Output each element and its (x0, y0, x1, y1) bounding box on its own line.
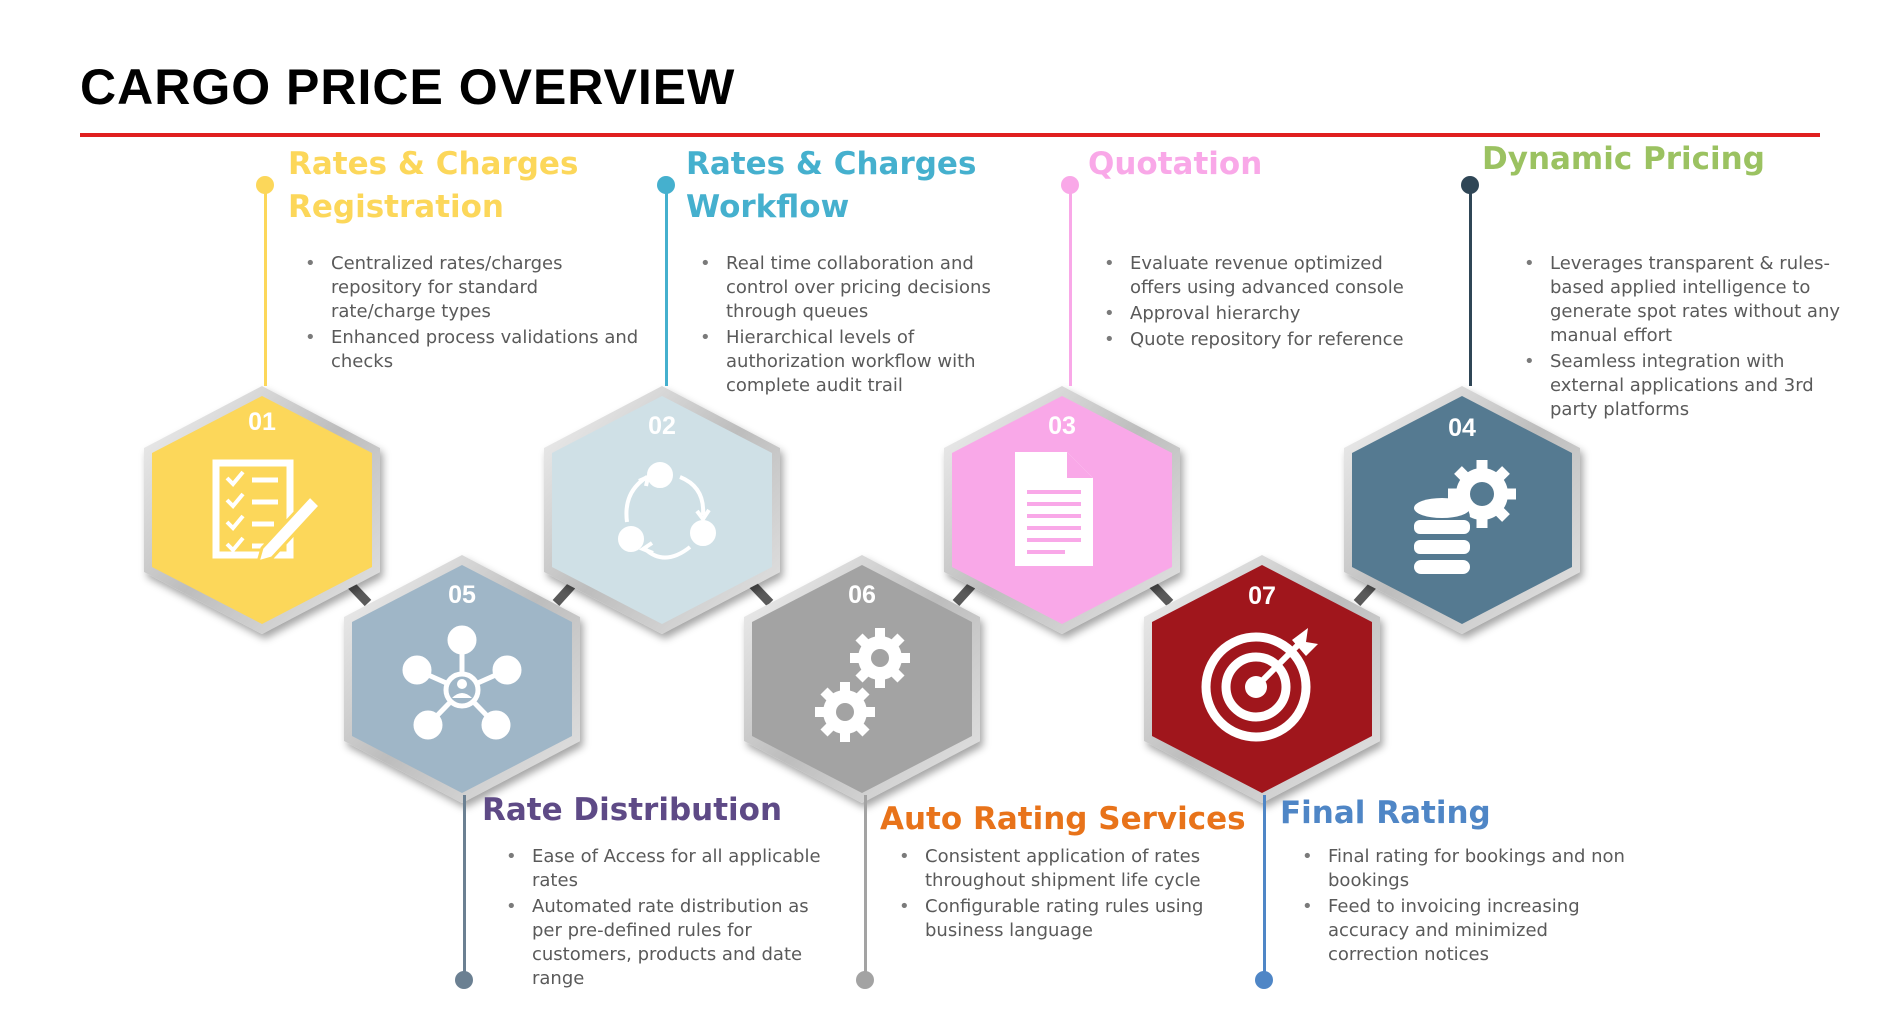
bullet: Enhanced process validations and checks (303, 326, 643, 374)
heading-line: Final Rating (1280, 795, 1491, 831)
step-number-04: 04 (1448, 414, 1476, 442)
stem-02 (665, 186, 668, 386)
bullet: Seamless integration with external appli… (1522, 350, 1852, 422)
bullet: Centralized rates/charges repository for… (303, 252, 643, 324)
network-icon (402, 625, 522, 740)
step-heading-05: Rate Distribution (482, 789, 782, 832)
stem-05 (463, 795, 466, 977)
step-heading-07: Final Rating (1280, 792, 1491, 835)
hex-step-02 (544, 386, 780, 634)
step-number-02: 02 (648, 412, 676, 440)
dot-03 (1061, 176, 1079, 194)
heading-line: Workflow (686, 189, 850, 225)
bullet: Leverages transparent & rules-based appl… (1522, 252, 1852, 348)
dot-07 (1255, 971, 1273, 989)
step-heading-06: Auto Rating Services (880, 798, 1246, 841)
heading-line: Dynamic Pricing (1482, 141, 1765, 177)
target-icon (1201, 628, 1318, 742)
stem-03 (1069, 186, 1072, 386)
gears-icon (815, 628, 910, 742)
step-heading-04: Dynamic Pricing (1482, 138, 1765, 181)
bullet: Consistent application of rates througho… (897, 845, 1227, 893)
step-number-07: 07 (1248, 582, 1276, 610)
stem-07 (1263, 795, 1266, 977)
checklist-icon (212, 459, 323, 565)
step-number-06: 06 (848, 581, 876, 609)
step-bullets-02: Real time collaboration and control over… (698, 252, 1008, 400)
dot-05 (455, 971, 473, 989)
bullet: Ease of Access for all applicable rates (504, 845, 834, 893)
database-gear-icon (1414, 460, 1516, 574)
cycle-icon (618, 462, 716, 560)
heading-line: Auto Rating Services (880, 801, 1246, 837)
page-title: CARGO PRICE OVERVIEW (80, 59, 736, 115)
dot-06 (856, 971, 874, 989)
dot-04 (1461, 176, 1479, 194)
heading-line: Rates & Charges (288, 146, 579, 182)
step-bullets-06: Consistent application of rates througho… (897, 845, 1227, 945)
title-underline (80, 133, 1820, 137)
bullet: Automated rate distribution as per pre-d… (504, 895, 834, 991)
step-number-05: 05 (448, 581, 476, 609)
step-heading-03: Quotation (1088, 143, 1262, 186)
heading-line: Rate Distribution (482, 792, 783, 828)
document-icon (1015, 452, 1093, 566)
stem-06 (864, 795, 867, 977)
bullet: Quote repository for reference (1102, 328, 1432, 352)
stem-04 (1469, 186, 1472, 386)
hex-step-01 (144, 386, 380, 634)
step-bullets-04: Leverages transparent & rules-based appl… (1522, 252, 1852, 424)
heading-line: Quotation (1088, 146, 1263, 182)
heading-line: Rates & Charges (686, 146, 977, 182)
step-number-01: 01 (248, 408, 276, 436)
bullet: Final rating for bookings and non bookin… (1300, 845, 1640, 893)
heading-line: Registration (288, 189, 505, 225)
bullet: Configurable rating rules using business… (897, 895, 1227, 943)
step-bullets-01: Centralized rates/charges repository for… (303, 252, 643, 376)
step-bullets-07: Final rating for bookings and non bookin… (1300, 845, 1640, 969)
step-heading-02: Rates & Charges Workflow (686, 143, 976, 229)
step-bullets-03: Evaluate revenue optimized offers using … (1102, 252, 1432, 354)
stem-01 (264, 186, 267, 386)
bullet: Real time collaboration and control over… (698, 252, 1008, 324)
step-bullets-05: Ease of Access for all applicable rates … (504, 845, 834, 993)
dot-01 (256, 176, 274, 194)
step-number-03: 03 (1048, 412, 1076, 440)
dot-02 (657, 176, 675, 194)
bullet: Approval hierarchy (1102, 302, 1432, 326)
bullet: Evaluate revenue optimized offers using … (1102, 252, 1432, 300)
bullet: Hierarchical levels of authorization wor… (698, 326, 1008, 398)
bullet: Feed to invoicing increasing accuracy an… (1300, 895, 1640, 967)
step-heading-01: Rates & Charges Registration (288, 143, 578, 229)
